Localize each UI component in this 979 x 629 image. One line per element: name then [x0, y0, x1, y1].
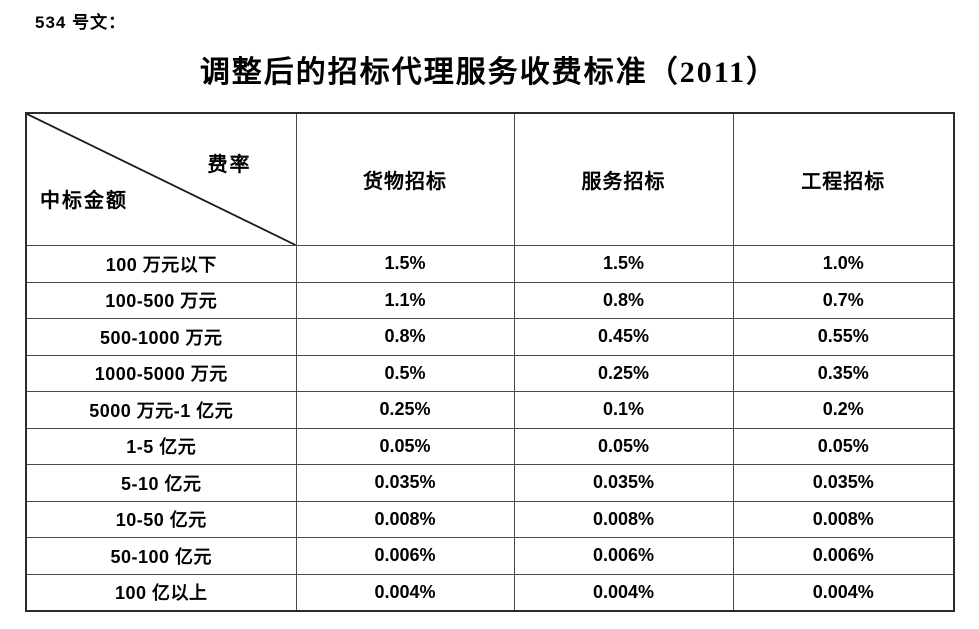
table-row: 50-100 亿元 0.006% 0.006% 0.006%	[25, 537, 955, 575]
goods-rate-cell: 0.05%	[295, 427, 515, 465]
corner-label-rate: 费率	[207, 154, 252, 176]
engineering-rate-cell: 0.35%	[732, 354, 955, 392]
goods-rate-cell: 0.035%	[295, 464, 515, 502]
table-row: 1-5 亿元 0.05% 0.05% 0.05%	[25, 427, 955, 465]
goods-rate-cell: 1.1%	[295, 281, 515, 319]
table-row: 5000 万元-1 亿元 0.25% 0.1% 0.2%	[25, 391, 955, 429]
service-rate-cell: 0.006%	[513, 537, 734, 575]
service-rate-cell: 0.1%	[513, 391, 734, 429]
service-rate-cell: 0.035%	[513, 464, 734, 502]
service-rate-cell: 0.004%	[513, 573, 734, 612]
amount-cell: 100 万元以下	[25, 245, 297, 283]
corner-header-cell: 费率 中标金额	[25, 112, 297, 246]
fee-table: 费率 中标金额 货物招标 服务招标 工程招标 100 万元以下 1.5% 1.5…	[25, 112, 955, 612]
amount-cell: 100 亿以上	[25, 573, 297, 612]
table-row: 100 万元以下 1.5% 1.5% 1.0%	[25, 245, 955, 283]
goods-rate-cell: 0.8%	[295, 318, 515, 356]
engineering-rate-cell: 0.7%	[732, 281, 955, 319]
goods-rate-cell: 0.5%	[295, 354, 515, 392]
engineering-rate-cell: 0.2%	[732, 391, 955, 429]
goods-rate-cell: 0.004%	[295, 573, 515, 612]
table-row: 5-10 亿元 0.035% 0.035% 0.035%	[25, 464, 955, 502]
engineering-rate-cell: 1.0%	[732, 245, 955, 283]
engineering-rate-cell: 0.55%	[732, 318, 955, 356]
column-header-service: 服务招标	[513, 112, 734, 246]
engineering-rate-cell: 0.05%	[732, 427, 955, 465]
service-rate-cell: 0.25%	[513, 354, 734, 392]
table-row: 500-1000 万元 0.8% 0.45% 0.55%	[25, 318, 955, 356]
column-header-engineering: 工程招标	[732, 112, 955, 246]
amount-cell: 1000-5000 万元	[25, 354, 297, 392]
goods-rate-cell: 0.006%	[295, 537, 515, 575]
table-row: 100-500 万元 1.1% 0.8% 0.7%	[25, 281, 955, 319]
service-rate-cell: 0.05%	[513, 427, 734, 465]
amount-cell: 50-100 亿元	[25, 537, 297, 575]
table-header-row: 费率 中标金额 货物招标 服务招标 工程招标	[25, 112, 955, 246]
engineering-rate-cell: 0.008%	[732, 500, 955, 538]
doc-number-label: 534 号文：	[35, 13, 127, 32]
amount-cell: 500-1000 万元	[25, 318, 297, 356]
table-row: 10-50 亿元 0.008% 0.008% 0.008%	[25, 500, 955, 538]
service-rate-cell: 0.8%	[513, 281, 734, 319]
amount-cell: 100-500 万元	[25, 281, 297, 319]
corner-label-amount: 中标金额	[40, 190, 128, 212]
page-title: 调整后的招标代理服务收费标准（2011）	[199, 56, 779, 89]
engineering-rate-cell: 0.006%	[732, 537, 955, 575]
amount-cell: 5000 万元-1 亿元	[25, 391, 297, 429]
diagonal-divider-line	[27, 114, 296, 245]
goods-rate-cell: 0.25%	[295, 391, 515, 429]
table-row: 100 亿以上 0.004% 0.004% 0.004%	[25, 573, 955, 612]
amount-cell: 10-50 亿元	[25, 500, 297, 538]
engineering-rate-cell: 0.035%	[732, 464, 955, 502]
engineering-rate-cell: 0.004%	[732, 573, 955, 612]
goods-rate-cell: 0.008%	[295, 500, 515, 538]
amount-cell: 5-10 亿元	[25, 464, 297, 502]
column-header-goods: 货物招标	[295, 112, 515, 246]
amount-cell: 1-5 亿元	[25, 427, 297, 465]
table-row: 1000-5000 万元 0.5% 0.25% 0.35%	[25, 354, 955, 392]
service-rate-cell: 0.45%	[513, 318, 734, 356]
service-rate-cell: 0.008%	[513, 500, 734, 538]
goods-rate-cell: 1.5%	[295, 245, 515, 283]
service-rate-cell: 1.5%	[513, 245, 734, 283]
